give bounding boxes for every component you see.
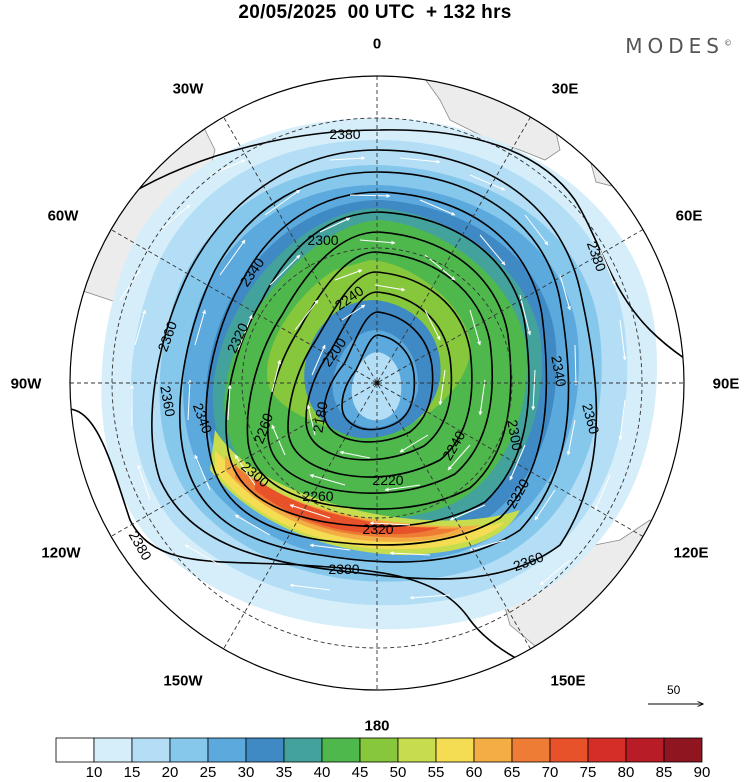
contour-label: 2360 bbox=[579, 402, 603, 436]
contour-2260 bbox=[267, 251, 493, 494]
colorbar-swatch bbox=[435, 737, 475, 763]
contour-label: 2180 bbox=[309, 400, 330, 434]
colorbar-tick-label: 15 bbox=[123, 764, 141, 781]
longitude-label-180: 180 bbox=[364, 717, 390, 735]
colorbar-swatch bbox=[93, 737, 133, 763]
longitude-label-30w: 30W bbox=[172, 80, 204, 98]
colorbar-swatch bbox=[663, 737, 703, 763]
map-content bbox=[70, 76, 684, 690]
wind-speed-shading bbox=[101, 118, 658, 630]
contour-2220 bbox=[305, 291, 453, 461]
contour-label: 2360 bbox=[157, 384, 178, 418]
colorbar-tick-label: 55 bbox=[427, 764, 445, 781]
madagascar-land bbox=[589, 149, 623, 187]
contour-label: 2380 bbox=[328, 561, 359, 577]
colorbar-swatch bbox=[55, 737, 95, 763]
longitude-label-150w: 150W bbox=[163, 672, 203, 690]
colorbar-tick-label: 35 bbox=[275, 764, 293, 781]
contour-label: 2300 bbox=[307, 232, 338, 248]
wind-vectors bbox=[119, 156, 627, 600]
contour-2380 bbox=[119, 129, 684, 386]
shade-jet-60 bbox=[215, 450, 505, 550]
colorbar-swatch bbox=[359, 737, 399, 763]
colorbar-swatch bbox=[397, 737, 437, 763]
contour-2300 bbox=[225, 211, 530, 528]
longitude-label-120e: 120E bbox=[673, 544, 709, 562]
meridian-120e-60w bbox=[110, 229, 644, 537]
contour-label: 2380 bbox=[329, 126, 360, 142]
colorbar-tick-label: 85 bbox=[655, 764, 673, 781]
contour-2280 bbox=[246, 231, 512, 510]
meridian-150e-30w bbox=[223, 116, 531, 650]
colorbar-tick-label: 50 bbox=[389, 764, 407, 781]
colorbar-tick-label: 60 bbox=[465, 764, 483, 781]
longitude-label-60w: 60W bbox=[47, 207, 79, 225]
colorbar-swatch bbox=[207, 737, 247, 763]
graticule bbox=[70, 76, 684, 690]
colorbar-tick-label: 65 bbox=[503, 764, 521, 781]
colorbar-swatch bbox=[549, 737, 589, 763]
colorbar bbox=[55, 737, 703, 763]
longitude-label-0: 0 bbox=[372, 35, 382, 53]
longitude-label-150e: 150E bbox=[550, 672, 586, 690]
contour-2180 bbox=[341, 334, 416, 431]
colorbar-swatch bbox=[321, 737, 361, 763]
colorbar-swatch bbox=[283, 737, 323, 763]
colorbar-swatch bbox=[473, 737, 513, 763]
meridian-60e-120w bbox=[110, 229, 644, 537]
colorbar-swatch bbox=[587, 737, 627, 763]
brand-name: MODES bbox=[625, 34, 724, 58]
longitude-label-60e: 60E bbox=[675, 207, 703, 225]
longitude-label-90e: 90E bbox=[712, 375, 740, 393]
colorbar-swatch bbox=[245, 737, 285, 763]
pole-marker bbox=[374, 380, 380, 386]
colorbar-swatch bbox=[625, 737, 665, 763]
contour-2340 bbox=[179, 171, 570, 563]
longitude-label-120w: 120W bbox=[41, 544, 81, 562]
longitude-label-90w: 90W bbox=[10, 375, 42, 393]
brand-mark: © bbox=[724, 38, 732, 48]
contour-label: 2220 bbox=[372, 472, 403, 488]
colorbar-tick-label: 90 bbox=[693, 764, 711, 781]
longitude-label-30e: 30E bbox=[551, 80, 579, 98]
contour-label: 2320 bbox=[362, 521, 393, 537]
colorbar-tick-label: 45 bbox=[351, 764, 369, 781]
colorbar-swatch bbox=[131, 737, 171, 763]
contour-label: 2300 bbox=[504, 418, 525, 452]
colorbar-tick-label: 70 bbox=[541, 764, 559, 781]
colorbar-swatch bbox=[511, 737, 551, 763]
map-boundary bbox=[69, 75, 685, 691]
colorbar-tick-label: 10 bbox=[85, 764, 103, 781]
colorbar-tick-label: 75 bbox=[579, 764, 597, 781]
colorbar-tick-label: 25 bbox=[199, 764, 217, 781]
map-title: 20/05/2025 00 UTC + 132 hrs bbox=[238, 2, 512, 23]
colorbar-swatch bbox=[169, 737, 209, 763]
reference-vector-label: 50 bbox=[667, 683, 681, 697]
contour-2360 bbox=[151, 149, 598, 580]
colorbar-tick-label: 80 bbox=[617, 764, 635, 781]
contour-label: 2260 bbox=[302, 488, 333, 504]
contour-label: 2340 bbox=[548, 354, 569, 388]
contour-2320 bbox=[205, 191, 548, 546]
brand-logo: MODES© bbox=[625, 34, 732, 58]
colorbar-tick-label: 30 bbox=[237, 764, 255, 781]
meridian-30e-150w bbox=[223, 116, 531, 650]
colorbar-tick-label: 20 bbox=[161, 764, 179, 781]
contour-2240 bbox=[287, 271, 473, 478]
colorbar-tick-label: 40 bbox=[313, 764, 331, 781]
